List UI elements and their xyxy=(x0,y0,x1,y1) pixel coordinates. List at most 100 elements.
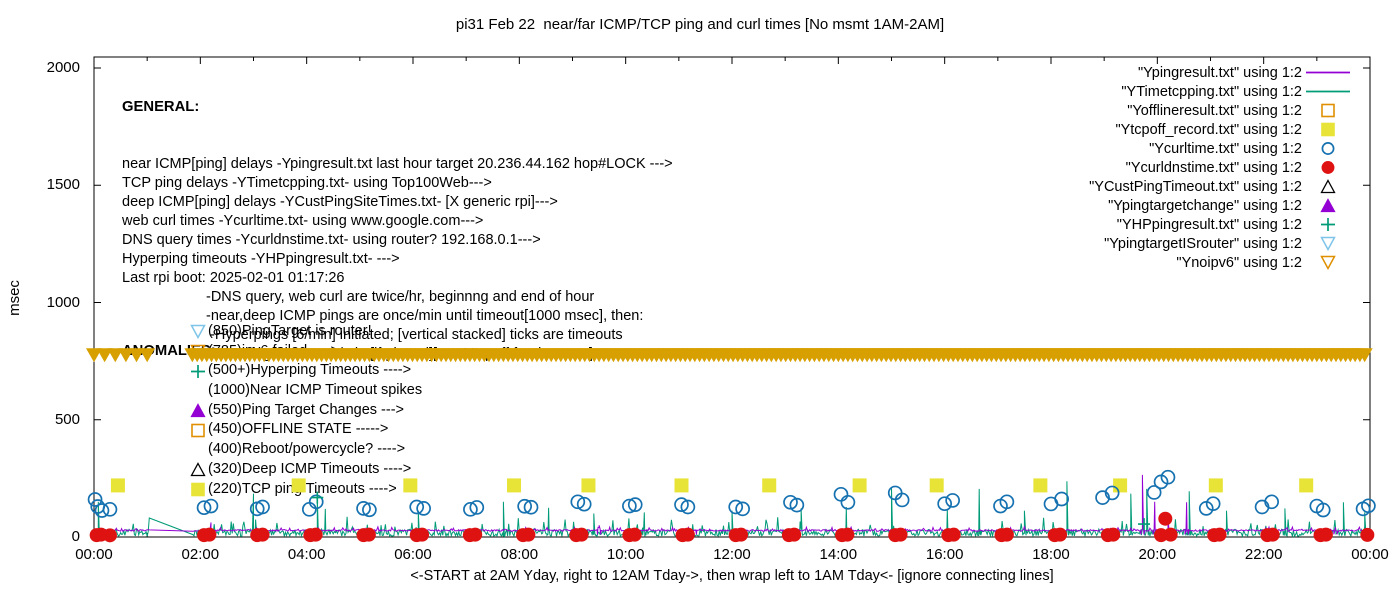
noipv6-band-triangle xyxy=(849,348,866,363)
anomaly-item: (320)Deep ICMP Timeouts ----> xyxy=(190,460,422,480)
y-tick-label: 0 xyxy=(71,528,80,545)
legend-label: "YHPpingresult.txt" using 1:2 xyxy=(1116,216,1302,233)
dnstime-point xyxy=(468,527,483,542)
dnstime-point xyxy=(1313,528,1328,543)
dnstime-point xyxy=(202,527,217,542)
dnstime-point xyxy=(89,528,104,543)
dnstime-point xyxy=(409,528,424,543)
noipv6-band-triangle xyxy=(1074,348,1091,363)
curltime-point xyxy=(1104,485,1120,501)
noipv6-band-triangle xyxy=(677,348,694,363)
noipv6-band-triangle xyxy=(1265,348,1282,363)
noipv6-band-triangle xyxy=(758,348,775,363)
legend-label: "YTimetcpping.txt" using 1:2 xyxy=(1121,83,1302,100)
dnstime-point xyxy=(1047,528,1062,543)
anomaly-item: (450)OFFLINE STATE -----> xyxy=(190,420,422,440)
dnstime-point xyxy=(361,527,376,542)
noipv6-band-triangle xyxy=(1213,348,1230,363)
noipv6-band-triangle xyxy=(873,348,890,363)
dnstime-point xyxy=(356,528,371,543)
noipv6-band-triangle xyxy=(878,348,895,363)
anomaly-text: (850)PingTarget is router! xyxy=(208,323,372,339)
noipv6-band-triangle xyxy=(1060,348,1077,363)
tcpoff-square xyxy=(1033,478,1048,493)
noipv6-band-triangle xyxy=(1045,348,1062,363)
curltime-point xyxy=(674,497,689,512)
curltime-point xyxy=(1361,498,1376,514)
curltime-point xyxy=(622,498,637,514)
curltime-point xyxy=(203,498,219,514)
curltime-point xyxy=(833,486,849,502)
x-tick-label: 16:00 xyxy=(925,546,964,563)
tcpoff-square xyxy=(1113,478,1128,493)
dnstime-point xyxy=(893,527,908,542)
curltime-point xyxy=(937,496,953,512)
noipv6-band-triangle xyxy=(911,348,928,363)
dnstime-point xyxy=(1207,528,1222,543)
dnstime-point xyxy=(999,527,1014,542)
curltime-point xyxy=(1043,496,1059,512)
noipv6-band-triangle xyxy=(734,348,751,363)
noipv6-band-triangle xyxy=(902,348,919,363)
curltime-point xyxy=(1309,498,1325,514)
dnstime-point xyxy=(946,527,961,542)
blue-open-circle-icon xyxy=(1302,141,1354,156)
noipv6-band-triangle xyxy=(777,348,794,363)
noipv6-band-triangle xyxy=(1131,348,1148,363)
noipv6-band-triangle xyxy=(1160,348,1177,363)
noipv6-band-triangle xyxy=(1332,348,1349,363)
curltime-point xyxy=(362,502,377,518)
noipv6-band-triangle xyxy=(835,348,852,363)
teal-plus-icon xyxy=(1302,217,1354,232)
dnstime-point xyxy=(835,528,850,543)
noipv6-band-triangle xyxy=(1007,348,1024,363)
curltime-point xyxy=(255,499,270,515)
curltime-point xyxy=(789,497,805,513)
dnstime-point xyxy=(1260,528,1275,543)
noipv6-band-triangle xyxy=(1203,348,1220,363)
curltime-point xyxy=(517,498,533,514)
legend-label: "Ytcpoff_record.txt" using 1:2 xyxy=(1115,121,1302,138)
dnstime-point xyxy=(941,528,956,543)
noipv6-band-triangle xyxy=(86,348,102,363)
dnstime-point xyxy=(569,528,584,543)
x-tick-label: 04:00 xyxy=(287,546,326,563)
no-icon xyxy=(190,383,208,398)
noipv6-band-triangle xyxy=(930,348,947,363)
noipv6-band-triangle xyxy=(739,348,756,363)
curltime-point xyxy=(993,498,1008,514)
noipv6-band-triangle xyxy=(710,348,727,363)
noipv6-band-triangle xyxy=(1232,348,1249,363)
noipv6-band-triangle xyxy=(1327,348,1344,363)
noipv6-band-triangle xyxy=(1351,348,1368,363)
noipv6-band-triangle xyxy=(844,348,861,363)
noipv6-band-triangle xyxy=(1184,348,1201,363)
x-tick-label: 20:00 xyxy=(1138,546,1177,563)
legend-item: "Ycurltime.txt" using 1:2 xyxy=(1089,139,1354,158)
noipv6-band-triangle xyxy=(1356,348,1373,363)
tcpoff-square xyxy=(929,478,944,493)
x-tick-label: 22:00 xyxy=(1244,546,1283,563)
noipv6-band-triangle xyxy=(720,348,737,363)
yellow-filled-square-icon xyxy=(1302,122,1354,137)
noipv6-band-triangle xyxy=(686,348,703,363)
lightblue-open-down-triangle-icon xyxy=(190,324,208,340)
noipv6-band-triangle xyxy=(926,348,943,363)
noipv6-band-triangle xyxy=(729,348,746,363)
legend: "Ypingresult.txt" using 1:2 "YTimetcpping… xyxy=(1089,63,1354,272)
legend-item: "YTimetcpping.txt" using 1:2 xyxy=(1089,82,1354,101)
noipv6-band-triangle xyxy=(973,348,990,363)
noipv6-band-triangle xyxy=(1127,348,1144,363)
legend-label: "Yofflineresult.txt" using 1:2 xyxy=(1127,102,1302,119)
dnstime-point xyxy=(1106,527,1121,542)
noipv6-band-triangle xyxy=(916,348,933,363)
noipv6-band-triangle xyxy=(1198,348,1215,363)
noipv6-band-triangle xyxy=(96,348,113,363)
general-line: Hyperping timeouts -YHPpingresult.txt- -… xyxy=(122,251,400,267)
noipv6-band-triangle xyxy=(696,348,713,363)
curltime-point xyxy=(576,496,592,512)
noipv6-band-triangle xyxy=(1098,348,1115,363)
legend-item: "Ypingresult.txt" using 1:2 xyxy=(1089,63,1354,82)
noipv6-band-triangle xyxy=(959,348,976,363)
